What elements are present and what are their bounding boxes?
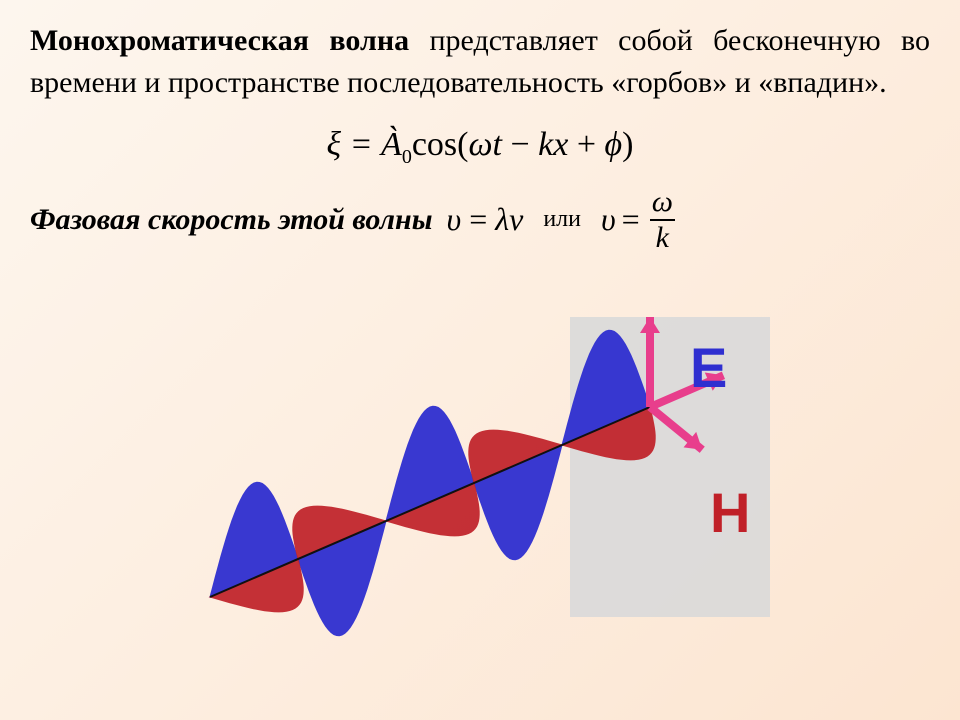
eq-cos: cos(: [412, 126, 469, 163]
eq-k: k: [538, 126, 553, 163]
main-equation: ξ = À0cos(ωt − kx + ϕ): [30, 126, 930, 169]
eq-phi: ϕ: [605, 126, 623, 163]
phase-eq1: υ = λν: [447, 201, 524, 238]
eq-omega: ω: [468, 126, 492, 163]
pe2-frac: ω k: [646, 187, 679, 253]
pe2-lhs: υ: [601, 201, 616, 238]
eq-t: t: [493, 126, 502, 163]
em-wave-figure: EH: [30, 277, 930, 657]
eq-equals: =: [341, 126, 381, 163]
phase-velocity-row: Фазовая скорость этой волны υ = λν или υ…: [30, 187, 930, 253]
pe2-eq: =: [622, 201, 640, 238]
em-wave-svg: EH: [170, 277, 790, 657]
phase-or: или: [537, 206, 587, 233]
eq-minus: −: [502, 126, 538, 163]
eq-amp-sub: 0: [402, 146, 412, 168]
pe1-nu: ν: [509, 201, 523, 237]
pe1-lhs: υ: [447, 201, 462, 237]
svg-text:E: E: [690, 336, 727, 399]
term-bold: Монохроматическая волна: [30, 24, 409, 57]
pe1-eq: =: [461, 201, 495, 237]
pe1-lambda: λ: [495, 201, 509, 237]
eq-x: x: [553, 126, 568, 163]
phase-label: Фазовая скорость этой волны: [30, 203, 433, 237]
eq-lhs: ξ: [327, 126, 342, 163]
eq-plus: +: [568, 126, 604, 163]
svg-text:H: H: [710, 481, 750, 544]
eq-close: ): [622, 126, 633, 163]
phase-eq2: υ = ω k: [601, 187, 679, 253]
pe2-den: k: [650, 219, 675, 253]
pe2-num: ω: [646, 187, 679, 219]
intro-paragraph: Монохроматическая волна представляет соб…: [30, 20, 930, 104]
eq-amp: À: [381, 126, 402, 163]
